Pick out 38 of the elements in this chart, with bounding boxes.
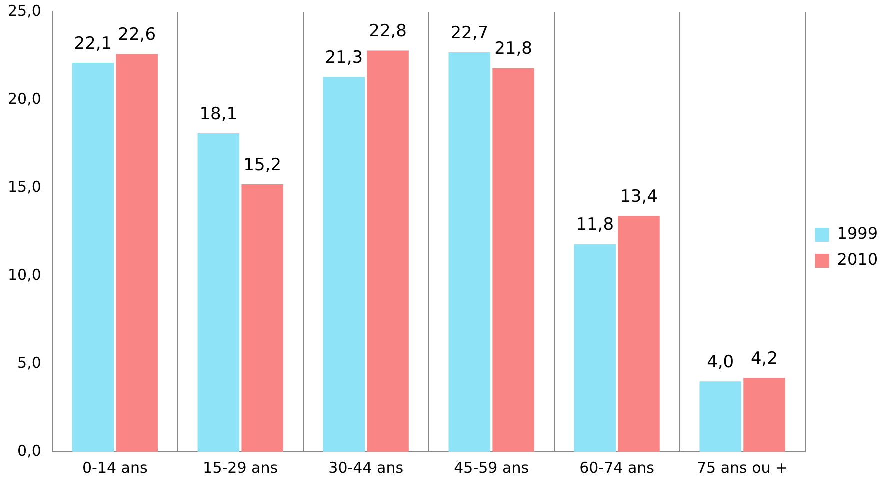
data-label: 13,4 — [620, 187, 658, 208]
bar — [700, 382, 742, 452]
y-tick-label: 10,0 — [8, 266, 42, 284]
bar — [242, 184, 284, 452]
data-label: 15,2 — [244, 155, 282, 176]
y-tick-label: 20,0 — [8, 90, 42, 108]
data-label: 21,3 — [325, 48, 364, 68]
legend-label: 2010 — [837, 250, 878, 270]
y-tick-label: 0,0 — [18, 442, 42, 460]
legend-label: 1999 — [837, 224, 878, 244]
bar — [72, 63, 114, 452]
x-tick-label: 60-74 ans — [580, 458, 655, 477]
x-tick-label: 45-59 ans — [454, 458, 530, 477]
bar — [367, 50, 409, 452]
data-label: 22,1 — [74, 34, 112, 54]
data-label: 22,8 — [369, 22, 407, 42]
data-label: 22,6 — [118, 25, 156, 46]
bar — [574, 244, 616, 452]
data-label: 4,2 — [750, 349, 778, 369]
data-label: 21,8 — [494, 39, 532, 60]
bar — [116, 54, 158, 452]
x-tick-label: 15-29 ans — [203, 458, 278, 477]
x-tick-label: 75 ans ou + — [696, 458, 788, 477]
y-tick-label: 5,0 — [18, 354, 42, 372]
y-tick-label: 15,0 — [8, 178, 42, 196]
data-label: 4,0 — [707, 352, 734, 373]
bar — [744, 378, 786, 452]
bar — [492, 68, 534, 452]
bar — [323, 77, 365, 452]
bar — [448, 52, 490, 452]
x-tick-label: 0-14 ans — [82, 458, 148, 477]
data-label: 11,8 — [576, 215, 614, 236]
data-label: 22,7 — [450, 23, 489, 44]
bar — [618, 216, 660, 452]
bar — [198, 133, 240, 452]
y-tick-label: 25,0 — [8, 2, 42, 20]
data-label: 18,1 — [200, 104, 238, 124]
x-tick-label: 30-44 ans — [328, 458, 404, 477]
